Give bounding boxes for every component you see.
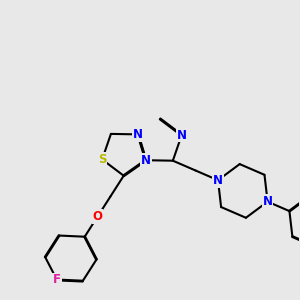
Text: N: N <box>213 174 223 187</box>
Text: F: F <box>53 274 61 286</box>
Text: N: N <box>177 129 187 142</box>
Text: N: N <box>141 154 151 167</box>
Text: O: O <box>92 210 103 223</box>
Text: N: N <box>141 154 151 167</box>
Text: N: N <box>133 128 143 141</box>
Text: N: N <box>262 195 273 208</box>
Text: S: S <box>98 153 106 166</box>
